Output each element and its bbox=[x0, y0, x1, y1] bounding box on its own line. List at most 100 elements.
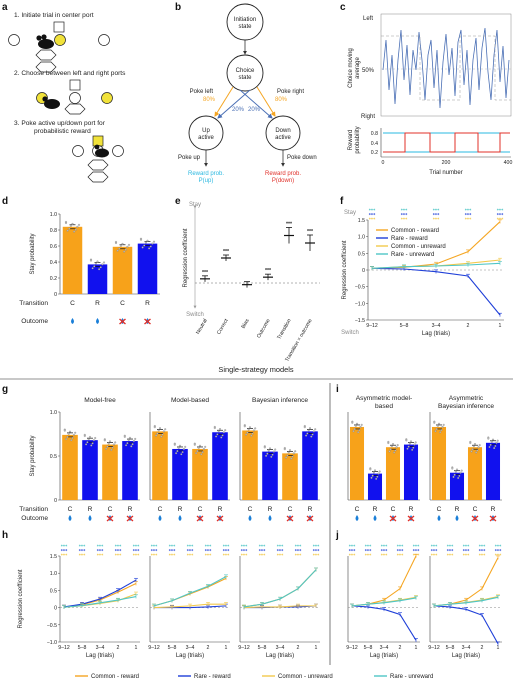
subject-point bbox=[436, 424, 439, 427]
subject-point bbox=[292, 452, 295, 455]
reward-down-1: Reward prob. bbox=[265, 171, 301, 177]
significance-stars: *** bbox=[133, 553, 140, 558]
x-label: Lag (trials) bbox=[86, 653, 114, 659]
subject-point bbox=[96, 260, 99, 263]
significance-stars: *** bbox=[495, 553, 502, 558]
mouse-icon bbox=[36, 34, 54, 49]
subject-point bbox=[478, 444, 481, 447]
significance-stars: *** bbox=[463, 549, 470, 554]
bar-C bbox=[467, 447, 483, 500]
panel-label-f: f bbox=[340, 196, 344, 207]
no-reward-cross-icon bbox=[216, 515, 224, 522]
subject-point bbox=[307, 429, 310, 432]
transition-C: C bbox=[355, 506, 360, 513]
transition-C: C bbox=[68, 506, 73, 513]
i-title-1-a: Asymmetric bbox=[449, 395, 484, 402]
panel-i: i Asymmetric model-based C R C R AsymmetricBa… bbox=[336, 384, 502, 522]
transition-R: R bbox=[409, 506, 414, 513]
significance-stars: *** bbox=[223, 553, 230, 558]
subject-point bbox=[311, 433, 314, 436]
reward-prob-down-trace bbox=[383, 132, 510, 153]
subject-point bbox=[130, 445, 133, 448]
subject-point bbox=[177, 446, 180, 449]
significance-stars: *** bbox=[61, 553, 68, 558]
subject-point bbox=[453, 473, 456, 476]
subject-point bbox=[143, 244, 146, 247]
subject-point bbox=[252, 429, 255, 432]
significance-stars: *** bbox=[401, 213, 408, 218]
subject-point bbox=[86, 441, 89, 444]
subject-point bbox=[153, 240, 156, 243]
bar-C bbox=[242, 430, 258, 500]
subject-point bbox=[494, 444, 497, 447]
subject-point bbox=[181, 451, 184, 454]
significance-stars: *** bbox=[431, 549, 438, 554]
subject-point bbox=[459, 471, 462, 474]
c-ytick-0.8: 0.8 bbox=[371, 131, 378, 137]
subject-point bbox=[107, 442, 110, 445]
significance-stars: *** bbox=[205, 544, 212, 549]
subject-point bbox=[360, 423, 363, 426]
subject-point bbox=[394, 449, 397, 452]
bar-C bbox=[431, 426, 447, 500]
panel-label-i: i bbox=[336, 384, 339, 395]
bar-R bbox=[367, 473, 383, 500]
subject-point bbox=[456, 468, 459, 471]
subject-point bbox=[406, 447, 409, 450]
subject-point bbox=[305, 434, 308, 437]
i-title-0-b: based bbox=[375, 403, 393, 410]
subject-point bbox=[267, 449, 270, 452]
p80-right: 80% bbox=[275, 97, 288, 103]
subject-point bbox=[103, 439, 106, 442]
significance-stars: *** bbox=[349, 544, 356, 549]
subject-point bbox=[123, 250, 126, 253]
subject-point bbox=[250, 434, 253, 437]
subject-point bbox=[149, 245, 152, 248]
panel-j: j 9–12*********5–8*********3–4*********2… bbox=[335, 530, 502, 659]
subject-point bbox=[123, 435, 126, 438]
d-ylabel: Stay probability bbox=[30, 233, 36, 274]
significance-stars: *** bbox=[169, 553, 176, 558]
subject-point bbox=[70, 439, 73, 442]
water-drop-icon bbox=[68, 515, 72, 521]
x-label: Lag (trials) bbox=[422, 331, 450, 337]
water-drop-icon bbox=[96, 318, 99, 324]
bar-R bbox=[137, 243, 158, 294]
significance-stars: *** bbox=[465, 213, 472, 218]
subject-point bbox=[451, 467, 454, 470]
e-stars-1: *** bbox=[223, 249, 230, 255]
subject-point bbox=[67, 432, 70, 435]
subject-point bbox=[65, 438, 68, 441]
subject-point bbox=[114, 441, 117, 444]
significance-stars: *** bbox=[133, 544, 140, 549]
subject-point bbox=[71, 437, 74, 440]
bar-R bbox=[122, 441, 138, 500]
significance-stars: *** bbox=[381, 544, 388, 549]
subject-point bbox=[388, 450, 391, 453]
e-ylabel: Regression coefficient bbox=[183, 228, 189, 287]
significance-stars: *** bbox=[313, 553, 320, 558]
significance-stars: *** bbox=[431, 544, 438, 549]
subject-point bbox=[121, 242, 124, 245]
subject-point bbox=[111, 446, 114, 449]
significance-stars: *** bbox=[497, 208, 504, 213]
y-tick-label: 0.8 bbox=[50, 228, 57, 234]
e-stars-0: *** bbox=[202, 270, 209, 276]
subject-point bbox=[129, 436, 132, 439]
x-tick-label: 9–12 bbox=[238, 645, 250, 651]
subject-point bbox=[435, 428, 438, 431]
chart-d-stay-probability: 1.0 0.8 0.6 0.4 0.2 0 C R C R Stay probability bbox=[30, 212, 160, 325]
significance-stars: *** bbox=[479, 544, 486, 549]
i-title-0-a: Asymmetric model- bbox=[356, 395, 412, 402]
subject-point bbox=[72, 433, 75, 436]
significance-stars: *** bbox=[187, 553, 194, 558]
transition-C: C bbox=[70, 300, 75, 307]
h-ylabel: Regression coefficient bbox=[18, 569, 24, 628]
subject-point bbox=[353, 428, 356, 431]
y-tick-label: 0 bbox=[362, 268, 365, 274]
significance-stars: *** bbox=[277, 549, 284, 554]
bar-C bbox=[385, 447, 401, 500]
x-tick-label: 2 bbox=[467, 323, 470, 329]
y-tick-label: −1.5 bbox=[355, 318, 365, 324]
